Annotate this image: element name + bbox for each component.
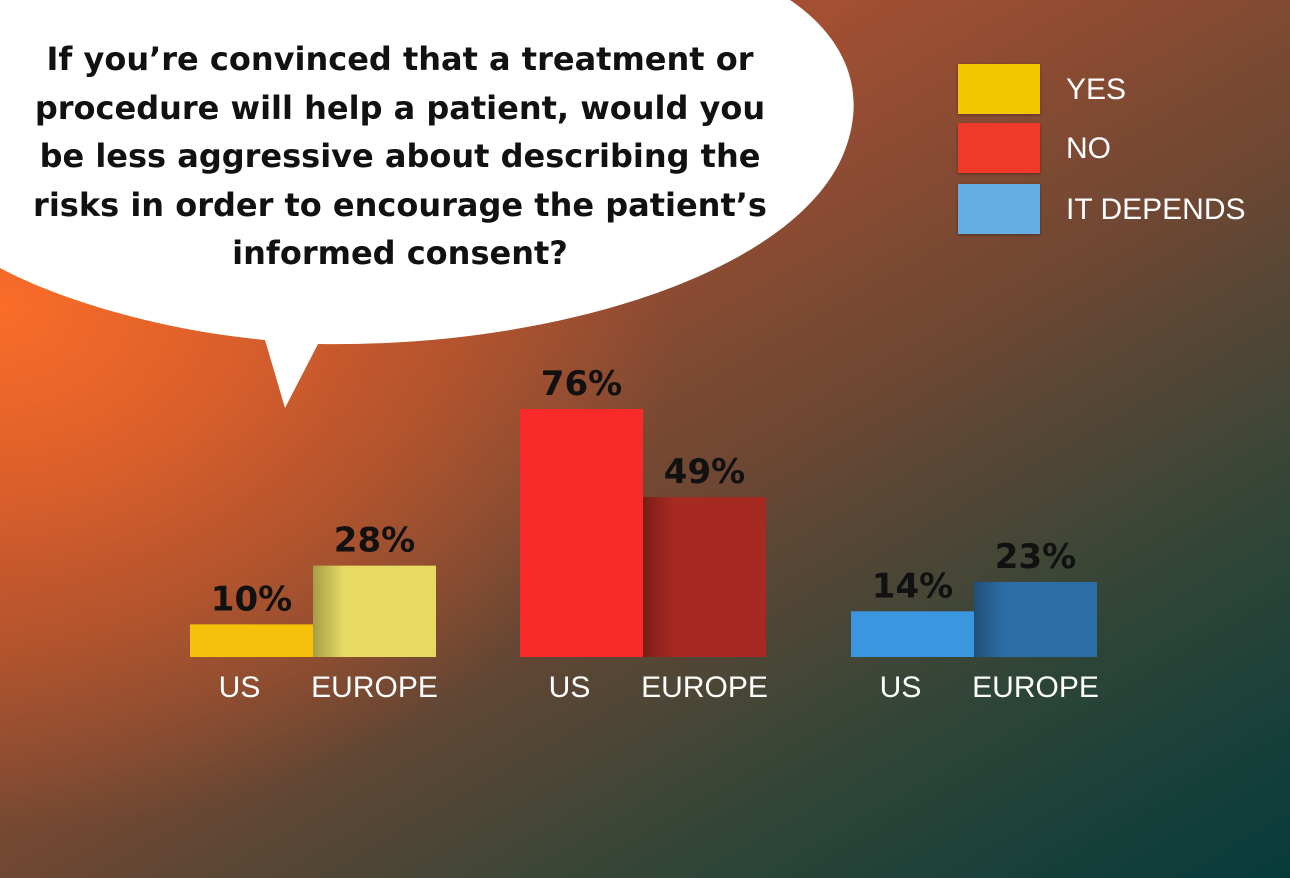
infographic: If you’re convinced that a treatment or … [0,0,1290,878]
category-label-yes-us: US [219,671,261,704]
data-label-it-depends-us: 14% [872,566,953,606]
category-label-no-europe: EUROPE [641,671,768,704]
category-label-no-us: US [549,671,591,704]
bar-shade-yes-europe [313,566,436,657]
bar-no-us [520,409,643,657]
category-label-yes-europe: EUROPE [311,671,438,704]
data-label-yes-europe: 28% [334,521,415,561]
bar-yes-us [190,624,313,657]
data-label-it-depends-europe: 23% [995,537,1076,577]
bar-shade-it-depends-europe [974,582,1097,657]
category-label-it-depends-us: US [880,671,922,704]
data-label-yes-us: 10% [211,579,292,619]
bar-chart: 10% US 28% EUROPE 76% US 49% EUROPE 14% US 23% EURO… [0,0,1290,878]
bar-it-depends-us [851,611,974,657]
data-label-no-europe: 49% [664,452,745,492]
data-label-no-us: 76% [541,364,622,404]
category-label-it-depends-europe: EUROPE [972,671,1099,704]
bar-shade-no-europe [643,497,766,657]
